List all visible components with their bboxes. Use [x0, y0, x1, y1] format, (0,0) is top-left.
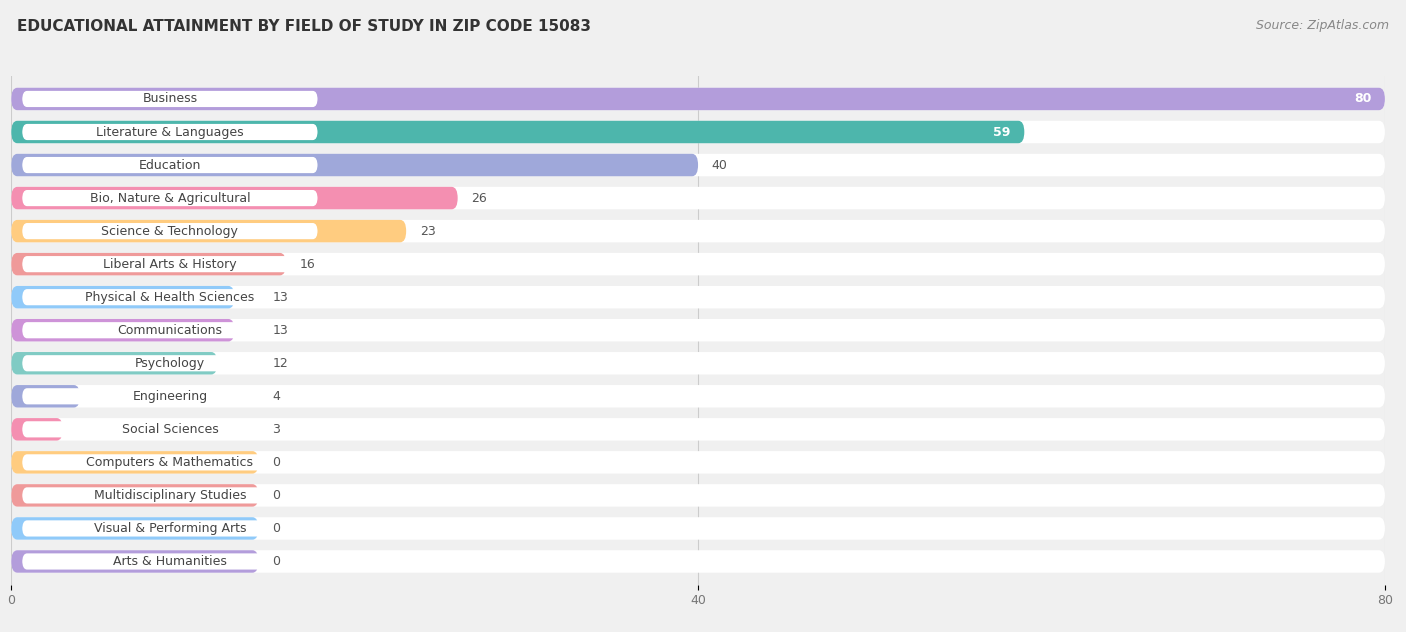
FancyBboxPatch shape [11, 154, 699, 176]
Text: 0: 0 [273, 456, 280, 469]
FancyBboxPatch shape [22, 124, 318, 140]
Text: Visual & Performing Arts: Visual & Performing Arts [94, 522, 246, 535]
Text: 80: 80 [1354, 92, 1371, 106]
Text: 16: 16 [299, 258, 315, 270]
FancyBboxPatch shape [11, 88, 1385, 110]
Text: 12: 12 [273, 356, 288, 370]
Text: Communications: Communications [118, 324, 222, 337]
Text: Computers & Mathematics: Computers & Mathematics [86, 456, 253, 469]
Text: Social Sciences: Social Sciences [121, 423, 218, 436]
Text: 0: 0 [273, 489, 280, 502]
FancyBboxPatch shape [11, 385, 1385, 408]
FancyBboxPatch shape [22, 422, 318, 437]
FancyBboxPatch shape [22, 454, 318, 470]
Text: Liberal Arts & History: Liberal Arts & History [103, 258, 236, 270]
FancyBboxPatch shape [11, 286, 235, 308]
Text: Science & Technology: Science & Technology [101, 224, 239, 238]
FancyBboxPatch shape [11, 418, 1385, 441]
Text: Psychology: Psychology [135, 356, 205, 370]
FancyBboxPatch shape [22, 487, 318, 504]
FancyBboxPatch shape [11, 286, 1385, 308]
FancyBboxPatch shape [11, 220, 1385, 242]
FancyBboxPatch shape [11, 451, 1385, 473]
FancyBboxPatch shape [11, 352, 218, 375]
Text: 40: 40 [711, 159, 728, 171]
Text: 13: 13 [273, 324, 288, 337]
FancyBboxPatch shape [11, 253, 1385, 276]
FancyBboxPatch shape [11, 187, 458, 209]
FancyBboxPatch shape [11, 550, 259, 573]
FancyBboxPatch shape [22, 223, 318, 239]
FancyBboxPatch shape [11, 253, 285, 276]
FancyBboxPatch shape [11, 319, 235, 341]
FancyBboxPatch shape [22, 388, 318, 404]
FancyBboxPatch shape [22, 157, 318, 173]
FancyBboxPatch shape [22, 289, 318, 305]
FancyBboxPatch shape [22, 554, 318, 569]
Text: Education: Education [139, 159, 201, 171]
Text: Bio, Nature & Agricultural: Bio, Nature & Agricultural [90, 191, 250, 205]
Text: Arts & Humanities: Arts & Humanities [112, 555, 226, 568]
FancyBboxPatch shape [11, 154, 1385, 176]
Text: EDUCATIONAL ATTAINMENT BY FIELD OF STUDY IN ZIP CODE 15083: EDUCATIONAL ATTAINMENT BY FIELD OF STUDY… [17, 19, 591, 34]
FancyBboxPatch shape [22, 355, 318, 372]
Text: 23: 23 [420, 224, 436, 238]
Text: 26: 26 [471, 191, 486, 205]
Text: Source: ZipAtlas.com: Source: ZipAtlas.com [1256, 19, 1389, 32]
Text: 0: 0 [273, 522, 280, 535]
FancyBboxPatch shape [11, 517, 259, 540]
FancyBboxPatch shape [22, 190, 318, 206]
Text: 3: 3 [273, 423, 280, 436]
FancyBboxPatch shape [11, 88, 1385, 110]
Text: Business: Business [142, 92, 197, 106]
FancyBboxPatch shape [11, 451, 259, 473]
FancyBboxPatch shape [11, 550, 1385, 573]
FancyBboxPatch shape [11, 352, 1385, 375]
Text: 59: 59 [993, 126, 1011, 138]
Text: Engineering: Engineering [132, 390, 208, 403]
FancyBboxPatch shape [11, 418, 63, 441]
Text: Multidisciplinary Studies: Multidisciplinary Studies [94, 489, 246, 502]
FancyBboxPatch shape [11, 484, 1385, 507]
Text: 4: 4 [273, 390, 280, 403]
FancyBboxPatch shape [11, 517, 1385, 540]
FancyBboxPatch shape [22, 520, 318, 537]
FancyBboxPatch shape [11, 121, 1385, 143]
FancyBboxPatch shape [22, 91, 318, 107]
FancyBboxPatch shape [11, 484, 259, 507]
FancyBboxPatch shape [22, 322, 318, 338]
FancyBboxPatch shape [11, 319, 1385, 341]
FancyBboxPatch shape [11, 220, 406, 242]
Text: 0: 0 [273, 555, 280, 568]
FancyBboxPatch shape [11, 121, 1025, 143]
FancyBboxPatch shape [22, 256, 318, 272]
FancyBboxPatch shape [11, 187, 1385, 209]
FancyBboxPatch shape [11, 385, 80, 408]
Text: 13: 13 [273, 291, 288, 304]
Text: Physical & Health Sciences: Physical & Health Sciences [86, 291, 254, 304]
Text: Literature & Languages: Literature & Languages [96, 126, 243, 138]
